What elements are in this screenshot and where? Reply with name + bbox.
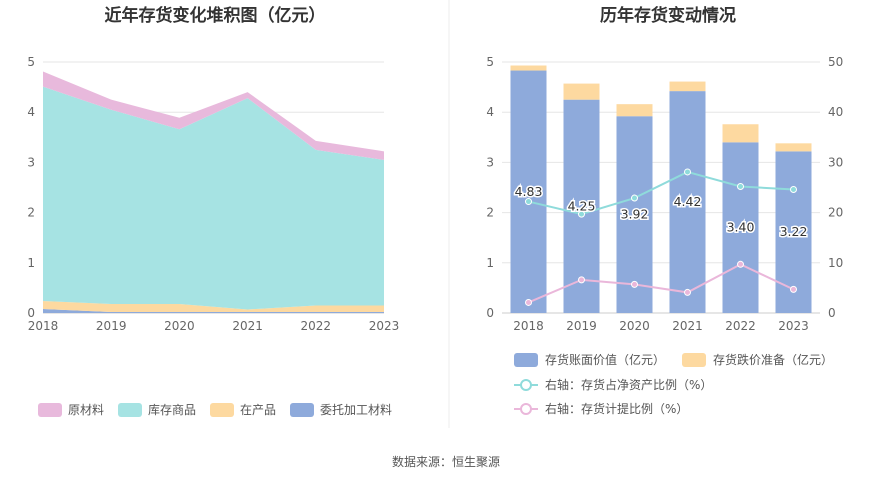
bar-存货跌价准备（亿元） [563,83,600,100]
legend-swatch [290,403,314,417]
legend-label: 右轴：存货占净资产比例（%） [545,377,712,392]
line-point [578,210,585,218]
bar-存货账面价值（亿元） [669,91,706,313]
left-areas [43,71,384,313]
legend-swatch [210,403,234,417]
right-y-tick-label: 2 [486,206,494,220]
legend-label: 存货账面价值（亿元） [545,352,665,367]
line-point [631,280,638,288]
right-y-tick-label: 5 [486,55,494,69]
left-y-tick-label: 2 [27,206,35,220]
right-right-y-ticks: 0 10 20 30 40 50 [828,55,843,320]
right-bar-labels: 4.83 4.25 3.92 4.42 3.40 3.22 [513,182,809,240]
bar-value-label: 4.25 [568,198,596,213]
area-在产品 [43,300,384,312]
bar-存货跌价准备（亿元） [775,143,812,152]
bar-value-label: 4.42 [674,194,702,209]
left-y-ticks: 0 1 2 3 4 5 [27,55,35,320]
legend-swatch [682,353,706,367]
line-point [525,298,532,306]
bar-存货账面价值（亿元） [510,70,547,313]
right-x-tick-label: 2019 [566,319,597,333]
left-x-tick-label: 2023 [369,319,400,333]
left-x-tick-label: 2018 [28,319,59,333]
right-y-tick-label: 4 [486,105,494,119]
legend-label: 委托加工材料 [320,403,392,417]
legend-label: 右轴：存货计提比例（%） [545,401,688,416]
legend-marker [520,403,532,415]
right-x-tick-label: 2018 [513,319,544,333]
area-库存商品 [43,86,384,310]
bar-存货跌价准备（亿元） [510,65,547,71]
left-chart-title: 近年存货变化堆积图（亿元） [105,5,326,26]
legend-swatch [38,403,62,417]
right-y2-tick-label: 10 [828,256,843,270]
line-point [684,168,691,176]
right-legend: 存货账面价值（亿元） 存货跌价准备（亿元）右轴：存货占净资产比例（%） 右轴：存货计… [514,352,833,416]
bar-存货账面价值（亿元） [722,142,759,313]
left-y-tick-label: 3 [27,155,35,169]
right-y-tick-label: 3 [486,155,494,169]
left-y-tick-label: 5 [27,55,35,69]
legend-swatch [514,353,538,367]
line-右轴：存货占净资产比例（%） [528,170,794,216]
right-bars [510,65,812,314]
line-point [790,285,797,293]
bar-line-chart: 历年存货变动情况 4.83 4.25 3.92 4.42 3.40 3.22 0 1 2 3 4 5… [486,5,843,416]
left-y-tick-label: 0 [27,306,35,320]
right-lines [525,168,797,306]
right-x-tick-label: 2023 [778,319,809,333]
right-x-tick-label: 2022 [725,319,756,333]
line-右轴：存货计提比例（%） [528,263,794,304]
bar-value-label: 3.92 [621,207,649,222]
right-y2-tick-label: 40 [828,105,843,119]
right-y2-tick-label: 0 [828,306,836,320]
left-y-tick-label: 1 [27,256,35,270]
area-原材料 [43,71,384,160]
right-y2-tick-label: 20 [828,206,843,220]
bar-value-label: 3.40 [727,220,755,235]
legend-label: 原材料 [68,403,104,417]
bar-value-label: 3.22 [780,224,808,239]
bar-value-label: 4.83 [515,184,543,199]
bar-存货账面价值（亿元） [616,116,653,313]
right-gridlines [502,61,820,314]
left-x-tick-label: 2019 [96,319,127,333]
right-y-tick-label: 1 [486,256,494,270]
data-source: 数据来源：恒生聚源 [392,454,500,469]
right-x-ticks: 2018 2019 2020 2021 2022 2023 [513,319,809,333]
right-y2-tick-label: 50 [828,55,843,69]
right-x-tick-label: 2021 [672,319,703,333]
right-left-y-ticks: 0 1 2 3 4 5 [486,55,494,320]
line-point [525,198,532,206]
line-point [631,194,638,202]
legend-label: 库存商品 [148,402,196,417]
right-y-tick-label: 0 [486,306,494,320]
line-point [737,260,744,268]
left-x-tick-label: 2020 [164,319,195,333]
legend-swatch [118,403,142,417]
line-point [578,276,585,284]
bar-存货跌价准备（亿元） [722,124,759,143]
left-x-ticks: 2018 2019 2020 2021 2022 2023 [28,319,400,333]
left-legend: 原材料 库存商品 在产品 委托加工材料 [38,402,392,417]
right-chart-title: 历年存货变动情况 [600,5,736,26]
left-y-tick-label: 4 [27,105,35,119]
line-point [790,186,797,194]
right-x-tick-label: 2020 [619,319,650,333]
right-y2-tick-label: 30 [828,155,843,169]
bar-存货跌价准备（亿元） [616,104,653,117]
legend-label: 在产品 [240,403,276,417]
left-x-tick-label: 2022 [301,319,332,333]
left-x-tick-label: 2021 [232,319,263,333]
legend-marker [520,379,532,391]
bar-存货跌价准备（亿元） [669,81,706,92]
legend-label: 存货跌价准备（亿元） [713,352,833,367]
line-point [684,288,691,296]
line-point [737,182,744,190]
stacked-area-chart: 近年存货变化堆积图（亿元） 0 1 2 3 4 5 2018 2019 2020 2021 202… [27,5,399,417]
